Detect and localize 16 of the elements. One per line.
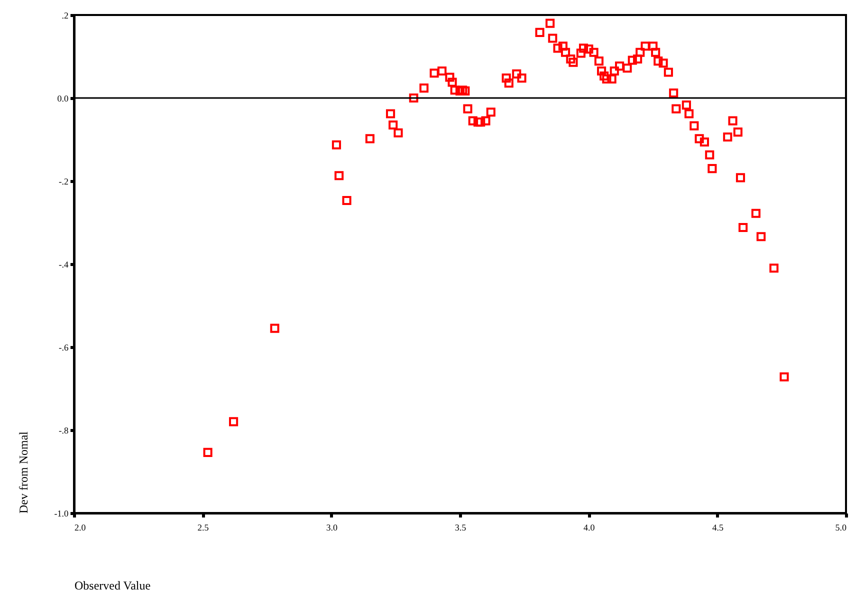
x-tick-label: 4.5 bbox=[712, 522, 724, 532]
y-tick-label: .2 bbox=[62, 10, 68, 20]
x-tick-label: 3.0 bbox=[326, 522, 338, 532]
x-tick-label: 3.5 bbox=[454, 522, 467, 532]
x-tick-label: 4.0 bbox=[584, 522, 596, 532]
x-tick-label: 2.0 bbox=[74, 522, 86, 532]
y-tick-label: 0.0 bbox=[57, 94, 69, 104]
x-tick-label: 2.5 bbox=[198, 522, 210, 532]
y-tick-label: -.6 bbox=[58, 342, 69, 352]
x-tick-label: 5.0 bbox=[835, 522, 847, 532]
x-axis-title: Observed Value bbox=[74, 578, 151, 592]
y-tick-label: -.8 bbox=[58, 426, 69, 436]
y-axis-title: Dev from Nomal bbox=[16, 430, 30, 514]
y-tick-label: -.2 bbox=[58, 176, 68, 186]
y-tick-label: -1.0 bbox=[54, 508, 69, 518]
y-tick-label: -.4 bbox=[58, 260, 69, 270]
